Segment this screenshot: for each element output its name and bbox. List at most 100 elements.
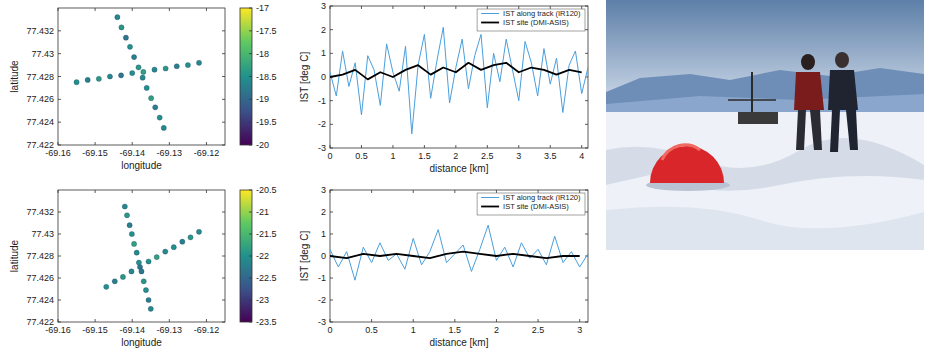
y-tick [58, 30, 61, 31]
colorbar-tick-label: -23.5 [256, 317, 277, 327]
x-tick-label: 2.5 [481, 151, 494, 161]
colorbar-tick-label: -20.5 [256, 185, 277, 195]
point [123, 35, 128, 40]
point [188, 235, 193, 240]
y-tick [58, 212, 61, 213]
y-tick [330, 300, 333, 301]
x-tick [95, 190, 96, 193]
colorbar [240, 8, 252, 145]
y-tick-label: 3 [321, 1, 326, 11]
y-tick [585, 6, 588, 7]
point [131, 241, 136, 246]
y-tick [222, 322, 225, 323]
colorbar-tick-label: -18 [256, 49, 269, 59]
point [136, 260, 141, 265]
point [139, 269, 144, 274]
x-tick [581, 6, 582, 9]
y-tick [58, 76, 61, 77]
snow-shadow [606, 207, 924, 250]
x-tick-label: -69.13 [157, 148, 183, 158]
x-tick [392, 145, 393, 148]
x-tick-label: 0 [327, 151, 332, 161]
point [127, 223, 132, 228]
point [119, 25, 124, 30]
y-tick-label: 77.426 [26, 94, 54, 104]
x-tick [496, 190, 497, 193]
point [196, 60, 201, 65]
legend-label: IST along track (IR120) [503, 9, 581, 18]
points [104, 204, 202, 312]
point [136, 65, 141, 70]
x-tick [169, 142, 170, 145]
x-tick-label: 1 [390, 151, 395, 161]
x-tick [95, 8, 96, 11]
y-tick-label: -3 [318, 317, 326, 327]
y-tick-label: 77.43 [31, 229, 54, 239]
x-tick-label: 3 [516, 151, 521, 161]
red-ball [650, 146, 724, 183]
y-tick [58, 53, 61, 54]
x-tick-label: 1.5 [418, 151, 431, 161]
y-tick [585, 234, 588, 235]
y-tick [222, 234, 225, 235]
y-tick-label: 0 [321, 72, 326, 82]
x-tick [58, 190, 59, 193]
legend-box [477, 193, 585, 215]
x-tick [413, 190, 414, 193]
x-tick-label: -69.14 [119, 325, 145, 335]
x-tick [496, 319, 497, 322]
colorbar-tick-label: -17 [256, 3, 269, 13]
point [163, 66, 168, 71]
x-axis-title: longitude [121, 160, 162, 171]
x-tick-label: -69.13 [157, 325, 183, 335]
point [122, 204, 127, 209]
colorbar-tick-label: -23 [256, 295, 269, 305]
point [171, 245, 176, 250]
sledge [738, 112, 778, 124]
colorbar-tick [249, 8, 252, 9]
y-tick [58, 122, 61, 123]
y-tick [58, 278, 61, 279]
x-tick [169, 319, 170, 322]
y-tick [330, 6, 333, 7]
x-tick [454, 190, 455, 193]
points [74, 15, 202, 131]
point [124, 213, 129, 218]
scatter-panel: -69.16-69.15-69.14-69.13-69.1277.42277.4… [9, 185, 277, 348]
point [196, 229, 201, 234]
photo [606, 0, 924, 250]
y-tick [222, 99, 225, 100]
x-tick [330, 145, 331, 148]
lines [330, 225, 588, 280]
person [835, 52, 849, 68]
x-tick [206, 319, 207, 322]
y-axis-title: IST [deg C] [299, 231, 310, 282]
x-tick [330, 190, 331, 193]
x-tick-label: -69.12 [194, 325, 220, 335]
y-tick [585, 148, 588, 149]
y-tick [58, 300, 61, 301]
y-tick [585, 212, 588, 213]
scatter-panel: -69.16-69.15-69.14-69.13-69.1277.42277.4… [9, 3, 277, 171]
y-tick [330, 148, 333, 149]
y-tick-label: 2 [321, 207, 326, 217]
x-tick-label: -69.15 [82, 148, 108, 158]
y-tick [222, 256, 225, 257]
colorbar-tick [249, 122, 252, 123]
ball-highlight [662, 145, 700, 160]
x-axis-title: distance [km] [430, 163, 489, 174]
point [154, 255, 159, 260]
series-line [330, 225, 588, 280]
y-tick [585, 300, 588, 301]
x-tick [132, 319, 133, 322]
x-tick [132, 190, 133, 193]
y-tick-label: 77.422 [26, 140, 54, 150]
y-tick-label: 1 [321, 229, 326, 239]
plot-frame [330, 190, 588, 322]
x-tick [361, 145, 362, 148]
x-tick [95, 142, 96, 145]
y-tick [58, 99, 61, 100]
x-tick-label: 2 [453, 151, 458, 161]
colorbar-tick [249, 278, 252, 279]
point [163, 249, 168, 254]
